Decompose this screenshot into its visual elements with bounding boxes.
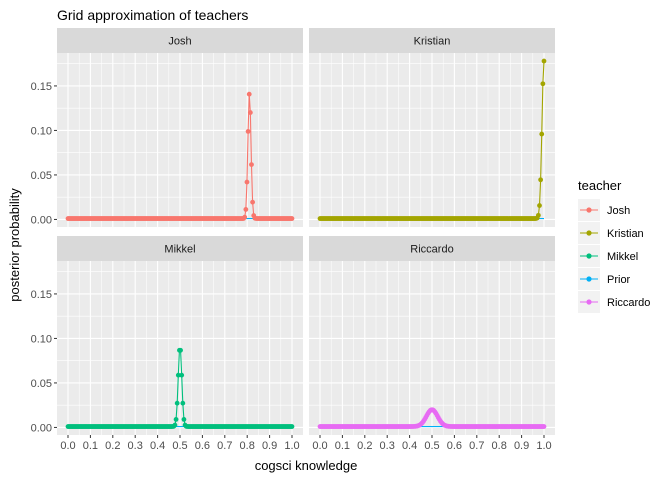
data-point bbox=[180, 400, 186, 406]
y-axis-label: posterior probability bbox=[7, 188, 22, 302]
x-tick-label: 0.0 bbox=[312, 440, 327, 452]
y-tick-label: 0.05 bbox=[31, 170, 52, 182]
data-point bbox=[289, 424, 295, 429]
facet-strip-label: Josh bbox=[168, 36, 191, 48]
data-point bbox=[245, 129, 251, 134]
x-tick-label: 0.4 bbox=[402, 440, 417, 452]
legend: teacher Josh Kristian Mikkel Prior Riccardo bbox=[578, 178, 650, 313]
panel-josh: Josh bbox=[57, 28, 303, 227]
data-point bbox=[540, 81, 546, 87]
data-point bbox=[246, 91, 252, 97]
data-point bbox=[172, 422, 178, 428]
data-point bbox=[247, 110, 253, 115]
x-tick-label: 0.0 bbox=[60, 440, 75, 452]
legend-key-point bbox=[586, 299, 592, 305]
x-tick-label: 0.9 bbox=[514, 440, 529, 452]
facet-strip-label: Riccardo bbox=[410, 244, 453, 256]
legend-item-prior: Prior bbox=[578, 268, 631, 290]
data-point bbox=[244, 179, 250, 185]
series-kristian bbox=[317, 58, 547, 221]
data-point bbox=[179, 372, 185, 378]
legend-item-mikkel: Mikkel bbox=[578, 245, 638, 267]
legend-label: Prior bbox=[607, 274, 631, 286]
data-point bbox=[175, 372, 181, 378]
data-point bbox=[242, 214, 248, 220]
legend-label: Kristian bbox=[607, 228, 644, 240]
facet-strip bbox=[309, 28, 555, 53]
panel-riccardo: Riccardo bbox=[309, 236, 555, 435]
facet-strip bbox=[57, 236, 303, 261]
x-tick-label: 0.6 bbox=[195, 440, 210, 452]
x-tick-label: 0.2 bbox=[357, 440, 372, 452]
x-tick-label: 0.4 bbox=[150, 440, 165, 452]
x-tick-label: 0.3 bbox=[380, 440, 395, 452]
legend-item-riccardo: Riccardo bbox=[578, 291, 650, 313]
legend-item-kristian: Kristian bbox=[578, 222, 644, 244]
x-tick-label: 0.7 bbox=[217, 440, 232, 452]
x-tick-label: 0.8 bbox=[240, 440, 255, 452]
y-axis-ticks: 0.00 0.05 0.10 0.15 0.00 0.05 0.10 0.15 bbox=[31, 81, 57, 434]
data-point bbox=[541, 424, 547, 429]
facet-strip bbox=[309, 236, 555, 261]
x-tick-label: 0.5 bbox=[172, 440, 187, 452]
x-tick-label: 0.5 bbox=[424, 440, 439, 452]
gridlines bbox=[57, 261, 303, 435]
data-point bbox=[173, 417, 179, 422]
legend-key-point bbox=[586, 276, 592, 282]
gridlines bbox=[309, 261, 555, 435]
data-point bbox=[289, 216, 295, 221]
facet-panels: Josh Kristian Mikkel Riccardo bbox=[57, 28, 555, 435]
x-tick-label: 0.3 bbox=[128, 440, 143, 452]
y-tick-label: 0.00 bbox=[31, 214, 52, 226]
x-tick-label: 0.1 bbox=[335, 440, 350, 452]
y-tick-label: 0.00 bbox=[31, 422, 52, 434]
x-tick-label: 0.7 bbox=[469, 440, 484, 452]
data-point bbox=[249, 162, 254, 167]
y-tick-label: 0.05 bbox=[31, 378, 52, 390]
x-tick-label: 0.6 bbox=[447, 440, 462, 452]
data-point bbox=[538, 177, 544, 183]
data-point bbox=[181, 417, 187, 422]
y-tick-label: 0.15 bbox=[31, 81, 52, 93]
x-tick-label: 0.8 bbox=[492, 440, 507, 452]
gridlines bbox=[57, 53, 303, 227]
gridlines bbox=[309, 53, 555, 227]
x-tick-label: 0.1 bbox=[83, 440, 98, 452]
legend-item-josh: Josh bbox=[578, 199, 630, 221]
x-axis-label: cogsci knowledge bbox=[255, 458, 358, 473]
legend-key-point bbox=[586, 230, 592, 236]
data-point bbox=[539, 131, 545, 137]
x-tick-label: 1.0 bbox=[284, 440, 299, 452]
panel-mikkel: Mikkel bbox=[57, 236, 303, 435]
facet-strip bbox=[57, 28, 303, 53]
facet-strip-label: Mikkel bbox=[164, 244, 195, 256]
legend-label: Mikkel bbox=[607, 251, 638, 263]
facet-strip-label: Kristian bbox=[414, 36, 451, 48]
legend-label: Riccardo bbox=[607, 297, 650, 309]
y-tick-label: 0.10 bbox=[31, 333, 52, 345]
x-axis-ticks: 0.0 0.1 0.2 0.3 0.4 0.5 0.6 0.7 0.8 0.9 1.0 0.0 0.1 0… bbox=[60, 435, 552, 452]
x-tick-label: 0.9 bbox=[262, 440, 277, 452]
panel-kristian: Kristian bbox=[309, 28, 555, 227]
data-point bbox=[541, 58, 547, 64]
x-tick-label: 1.0 bbox=[536, 440, 551, 452]
y-tick-label: 0.15 bbox=[31, 289, 52, 301]
legend-label: Josh bbox=[607, 205, 630, 217]
legend-title: teacher bbox=[578, 178, 622, 193]
data-point bbox=[174, 400, 180, 406]
data-point bbox=[537, 203, 542, 208]
x-tick-label: 0.2 bbox=[105, 440, 120, 452]
data-point bbox=[178, 347, 183, 353]
chart-title: Grid approximation of teachers bbox=[57, 7, 248, 23]
series-riccardo bbox=[317, 407, 547, 429]
data-point bbox=[243, 207, 249, 212]
series-josh bbox=[65, 91, 295, 221]
legend-key-point bbox=[586, 207, 592, 213]
legend-key-point bbox=[586, 253, 592, 259]
data-point bbox=[535, 212, 541, 218]
series-mikkel bbox=[65, 347, 295, 429]
y-tick-label: 0.10 bbox=[31, 125, 52, 137]
data-point bbox=[250, 199, 256, 205]
